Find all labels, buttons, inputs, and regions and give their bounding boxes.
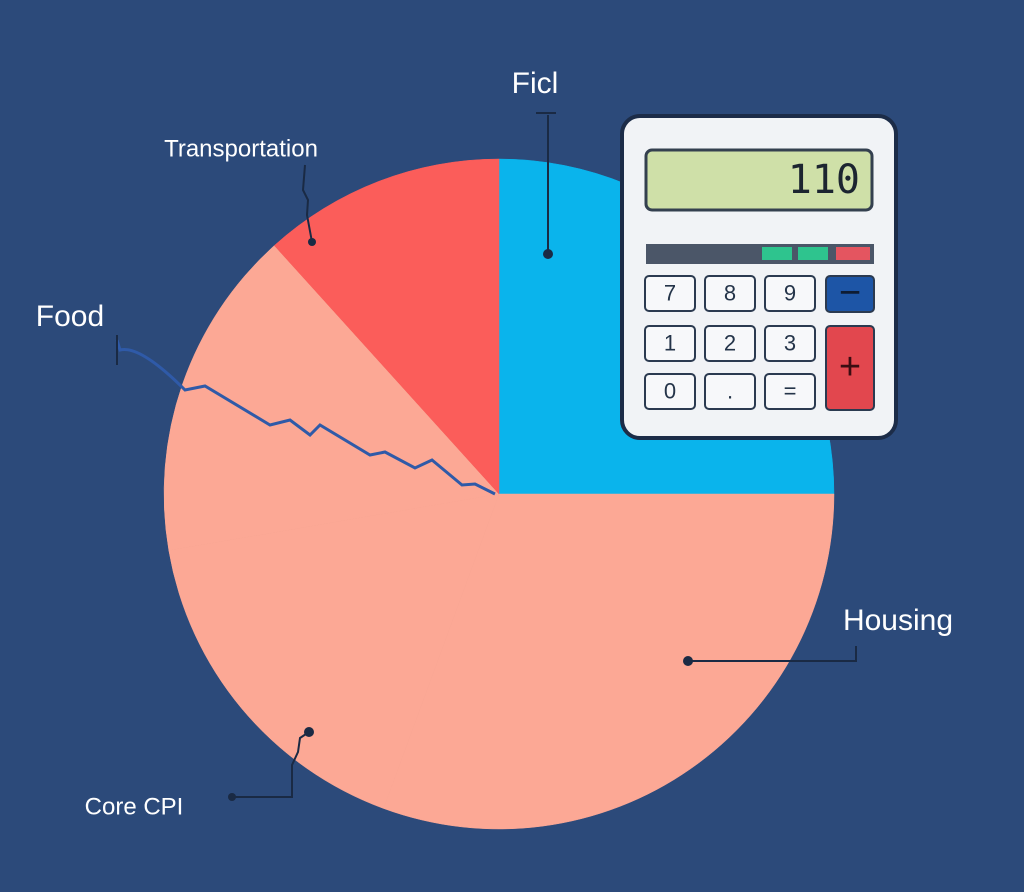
calc-display: 110 (788, 157, 860, 203)
calc-key-label: 1 (664, 330, 676, 355)
slice-label: Core CPI (85, 793, 184, 820)
pie-slice (168, 493, 500, 809)
pie-slice (383, 493, 835, 830)
calc-key-label: 8 (724, 280, 736, 305)
trend-squiggle (115, 339, 496, 496)
leader-lines (116, 112, 857, 798)
slice-label: Housing (843, 604, 953, 637)
calc-key (644, 325, 696, 362)
calc-key (644, 373, 696, 410)
slice-label: Ficl (512, 67, 559, 100)
calc-key (764, 325, 816, 362)
pie-slice (163, 245, 500, 551)
calc-key (644, 275, 696, 312)
calc-key (764, 275, 816, 312)
calc-key-label: . (727, 378, 733, 403)
calc-key-label: − (839, 272, 861, 314)
calc-key-label: 0 (664, 378, 676, 403)
calc-key (825, 275, 875, 313)
calc-key (704, 373, 756, 410)
pie-slice (273, 158, 500, 495)
calc-key-label: 3 (784, 330, 796, 355)
calc-key-label: 9 (784, 280, 796, 305)
calc-key-label: 2 (724, 330, 736, 355)
slice-label: Food (36, 300, 104, 333)
calc-key-label: + (839, 346, 861, 388)
calc-key (704, 325, 756, 362)
calc-key-label: 7 (664, 280, 676, 305)
calc-key (764, 373, 816, 410)
calculator-keys: 7 8 9 − 1 2 3 +0. = (644, 272, 875, 411)
calc-key (825, 325, 875, 411)
leader-dots (228, 238, 693, 801)
calc-key-label: = (784, 378, 797, 403)
slice-label: Transportation (164, 135, 318, 162)
calc-key (704, 275, 756, 312)
